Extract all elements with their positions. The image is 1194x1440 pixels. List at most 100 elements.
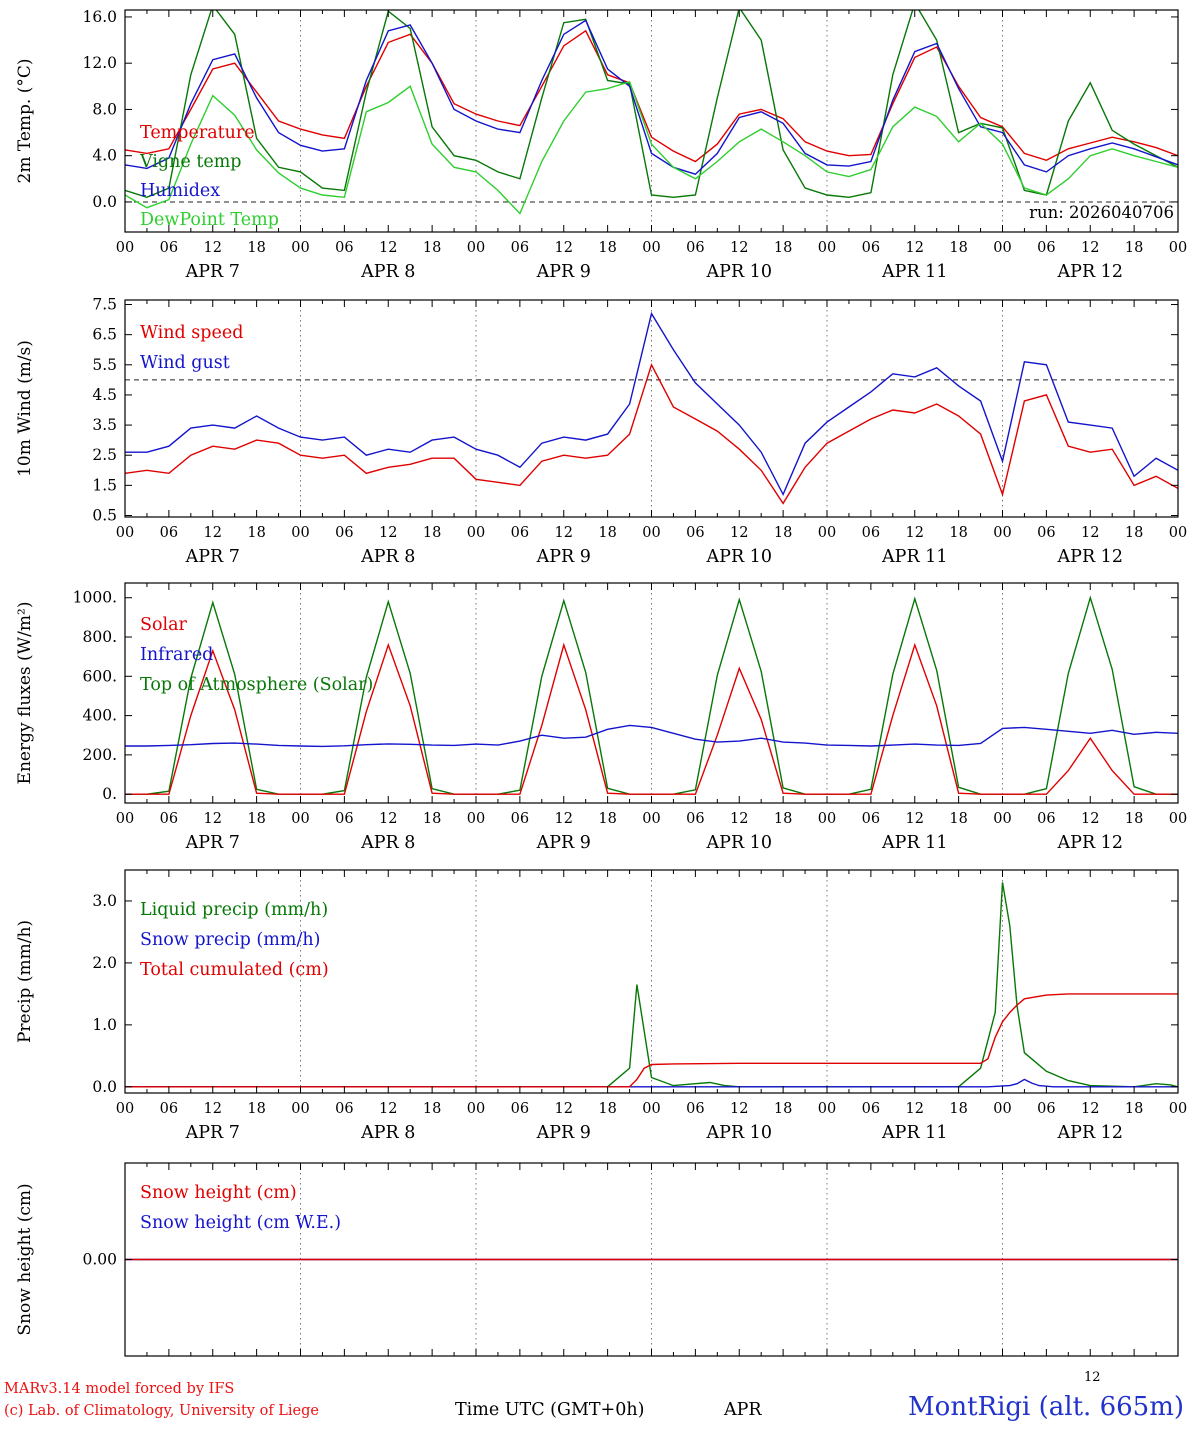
x-tick-label: 18: [774, 1101, 792, 1117]
snow-height-panel: 0.00 Snow height (cm) Snow height (cm) Snow…: [0, 1155, 1194, 1370]
plot-border: [124, 299, 1179, 518]
day-label: APR 8: [360, 547, 415, 567]
x-tick-label: 06: [1037, 811, 1055, 827]
x-tick-label: 18: [247, 525, 265, 541]
y-tick-label: 1.5: [92, 476, 117, 494]
y-tick-label: 3.0: [92, 892, 117, 910]
x-tick-label: 00: [116, 1101, 134, 1117]
y-tick-label: 12.0: [82, 54, 117, 72]
x-tick-label: 00: [818, 811, 836, 827]
y-axis-title: 2m Temp. (°C): [15, 58, 35, 183]
x-tick-label: 18: [949, 525, 967, 541]
y-tick-label: 800.: [82, 628, 117, 646]
2m-temperature-chart: 00 06 12 18 00 06 12 18 00 06 12 18 00 06 12 18 00 06 12 18…: [15, 8, 1187, 282]
x-tick-label: 00: [467, 240, 485, 256]
series-humidex: [125, 19, 1178, 175]
x-tick-label: 00: [467, 1101, 485, 1117]
credit-line-1: MARv3.14 model forced by IFS: [4, 1381, 235, 1397]
x-tick-label: 00: [467, 525, 485, 541]
y-tick-label: 0.00: [82, 1251, 117, 1269]
day-label: APR 10: [706, 1123, 772, 1143]
y-tick-label: 2.0: [92, 954, 117, 972]
wind-panel: 00 06 12 18 00 06 12 18 00 06 12 18 00 06 12 18 00 06 12 18…: [0, 292, 1194, 575]
day-label: APR 7: [185, 262, 240, 282]
x-tick-label: 18: [774, 525, 792, 541]
x-tick-label: 00: [993, 240, 1011, 256]
x-tick-label: 12: [204, 525, 222, 541]
stray-tick-label: 12: [1084, 1370, 1101, 1385]
x-tick-label: 00: [116, 240, 134, 256]
precipitation-chart: 00 06 12 18 00 06 12 18 00 06 12 18 00 06 12 18 00 06 12 18…: [15, 869, 1187, 1143]
x-tick-label: 06: [335, 1101, 353, 1117]
precip-panel: 00 06 12 18 00 06 12 18 00 06 12 18 00 06 12 18 00 06 12 18…: [0, 860, 1194, 1155]
series-wind-speed: [125, 362, 1178, 505]
x-tick-label: 12: [730, 1101, 748, 1117]
x-tick-label: 00: [291, 811, 309, 827]
x-tick-label: 12: [204, 1101, 222, 1117]
x-tick-label: 18: [949, 1101, 967, 1117]
x-tick-label: 06: [160, 811, 178, 827]
x-tick-label: 00: [642, 525, 660, 541]
annotation: run: 2026040706: [1029, 203, 1174, 222]
x-tick-label: 06: [511, 240, 529, 256]
x-tick-label: 06: [511, 525, 529, 541]
x-tick-label: 18: [247, 811, 265, 827]
y-tick-label: 2.5: [92, 446, 117, 464]
station-label: MontRigi (alt. 665m): [908, 1392, 1184, 1422]
x-tick-label: 06: [1037, 1101, 1055, 1117]
y-tick-label: 0.0: [92, 1078, 117, 1096]
y-tick-label: 0.: [102, 785, 117, 803]
day-label: APR 12: [1057, 833, 1123, 853]
x-tick-label: 00: [642, 240, 660, 256]
x-tick-label: 00: [642, 1101, 660, 1117]
x-tick-label: 00: [818, 525, 836, 541]
x-tick-label: 06: [511, 811, 529, 827]
day-label: APR 7: [185, 833, 240, 853]
x-tick-label: 00: [642, 811, 660, 827]
x-tick-label: 18: [1125, 525, 1143, 541]
day-label: APR 11: [881, 547, 947, 567]
y-axis-title: Energy fluxes (W/m²): [15, 602, 35, 785]
snow-height-chart: 0.00 Snow height (cm) Snow height (cm) Snow…: [15, 1162, 1179, 1357]
x-tick-label: 12: [379, 525, 397, 541]
x-tick-label: 00: [993, 811, 1011, 827]
x-tick-label: 18: [423, 1101, 441, 1117]
energy-flux-panel: 00 06 12 18 00 06 12 18 00 06 12 18 00 06 12 18 00 06 12 18…: [0, 575, 1194, 860]
day-label: APR 10: [706, 833, 772, 853]
y-tick-label: 0.5: [92, 506, 117, 524]
legend-wind-gust: Wind gust: [140, 353, 230, 373]
x-tick-label: 06: [1037, 525, 1055, 541]
x-tick-label: 00: [1169, 525, 1187, 541]
x-tick-label: 18: [598, 240, 616, 256]
x-tick-label: 00: [116, 525, 134, 541]
y-tick-label: 0.0: [92, 193, 117, 211]
x-tick-label: 18: [598, 811, 616, 827]
model-credits: MARv3.14 model forced by IFS (c) Lab. of…: [4, 1378, 319, 1423]
x-tick-label: 18: [598, 1101, 616, 1117]
temperature-panel: 00 06 12 18 00 06 12 18 00 06 12 18 00 06 12 18 00 06 12 18…: [0, 0, 1194, 292]
y-tick-label: 400.: [82, 707, 117, 725]
legend-liquid-precip-mm-h-: Liquid precip (mm/h): [140, 900, 328, 920]
x-tick-label: 18: [423, 525, 441, 541]
y-tick-label: 1000.: [73, 589, 117, 607]
y-tick-label: 7.5: [92, 296, 117, 314]
footer: MARv3.14 model forced by IFS (c) Lab. of…: [0, 1370, 1194, 1440]
x-tick-label: 12: [906, 525, 924, 541]
day-label: APR 7: [185, 1123, 240, 1143]
x-tick-label: 06: [686, 811, 704, 827]
series-liquid-precip: [125, 882, 1178, 1088]
x-tick-label: 00: [993, 525, 1011, 541]
y-axis-title: Precip (mm/h): [15, 920, 35, 1043]
y-tick-label: 3.5: [92, 416, 117, 434]
x-tick-label: 00: [291, 525, 309, 541]
x-tick-label: 00: [116, 811, 134, 827]
series-dewpoint-temp: [125, 80, 1178, 215]
x-tick-label: 18: [1125, 811, 1143, 827]
series-vigne-temp: [125, 10, 1178, 199]
x-tick-label: 06: [335, 811, 353, 827]
y-tick-label: 200.: [82, 746, 117, 764]
day-label: APR 10: [706, 262, 772, 282]
series-infrared: [125, 724, 1178, 748]
legend-infrared: Infrared: [140, 645, 213, 665]
